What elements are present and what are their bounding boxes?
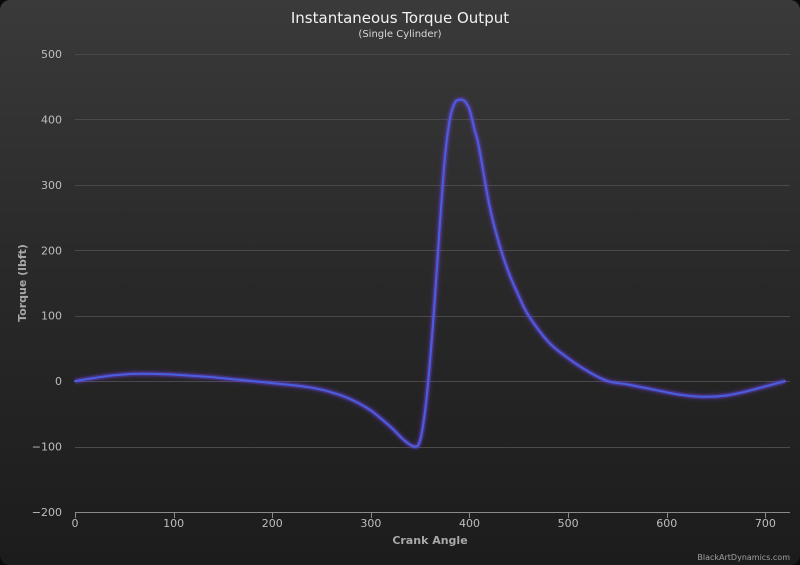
y-axis-title: Torque (lbft) (16, 244, 29, 322)
x-tick-label: 700 (755, 517, 776, 530)
y-tick-label: −200 (32, 506, 62, 519)
y-tick-label: 400 (41, 113, 62, 126)
x-tick-label: 600 (656, 517, 677, 530)
y-tick-label: 200 (41, 244, 62, 257)
x-tick-label: 100 (163, 517, 184, 530)
y-tick-label: 100 (41, 310, 62, 323)
grid (75, 54, 790, 448)
y-tick-label: 300 (41, 179, 62, 192)
x-tick-label: 500 (558, 517, 579, 530)
x-tick-label: 0 (72, 517, 79, 530)
chart-title: Instantaneous Torque Output (291, 9, 509, 27)
credit-text: BlackArtDynamics.com (697, 553, 790, 562)
y-tick-label: 0 (55, 375, 62, 388)
chart-subtitle: (Single Cylinder) (358, 29, 441, 40)
y-tick-label: −100 (32, 441, 62, 454)
x-tick-label: 400 (459, 517, 480, 530)
tick-labels: −200 −100 0 100 200 300 400 500 0 100 200 300 400 500… (32, 48, 776, 530)
y-tick-label: 500 (41, 48, 62, 61)
x-tick-label: 200 (262, 517, 283, 530)
torque-series-line (74, 98, 787, 448)
series-layer (74, 97, 787, 450)
x-axis (75, 512, 790, 518)
x-axis-title: Crank Angle (392, 534, 467, 547)
x-tick-label: 300 (360, 517, 381, 530)
